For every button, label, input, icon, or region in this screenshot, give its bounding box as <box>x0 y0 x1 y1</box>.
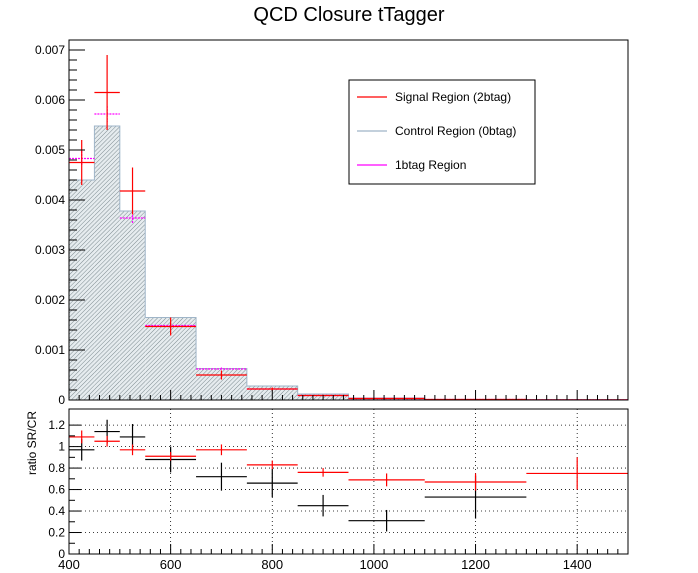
ratio-y-tick-label: 1 <box>58 440 65 454</box>
ratio-y-tick-label: 0 <box>58 547 65 561</box>
top-y-tick-label: 0.004 <box>35 193 65 207</box>
ratio-x-tick-label: 600 <box>160 557 182 572</box>
ratio-y-tick-label: 0.4 <box>48 504 65 518</box>
legend-label: 1btag Region <box>395 158 466 172</box>
ratio-pad-frame <box>68 408 629 555</box>
control-region-bar <box>94 126 120 400</box>
ratio-x-tick-label: 800 <box>261 557 283 572</box>
ratio-x-tick-label: 1200 <box>461 557 490 572</box>
top-y-tick-label: 0.001 <box>35 343 65 357</box>
ratio-y-tick-label: 1.2 <box>48 418 65 432</box>
top-y-tick-label: 0.003 <box>35 243 65 257</box>
legend-label: Control Region (0btag) <box>395 124 516 138</box>
control-region-bar <box>119 211 146 400</box>
ratio-y-tick-label: 0.8 <box>48 461 65 475</box>
top-y-tick-label: 0 <box>58 393 65 407</box>
ratio-y-axis-label: ratio SR/CR <box>25 411 39 475</box>
ratio-x-tick-label: 1000 <box>359 557 388 572</box>
legend-label: Signal Region (2btag) <box>395 90 511 104</box>
ratio-y-tick-label: 0.6 <box>48 483 65 497</box>
top-y-tick-label: 0.007 <box>35 43 65 57</box>
top-y-tick-label: 0.002 <box>35 293 65 307</box>
top-y-tick-label: 0.006 <box>35 93 65 107</box>
ratio-x-tick-label: 1400 <box>563 557 592 572</box>
ratio-x-tick-label: 400 <box>58 557 80 572</box>
chart-title: QCD Closure tTagger <box>253 4 445 26</box>
top-y-tick-label: 0.005 <box>35 143 65 157</box>
ratio-y-tick-label: 0.2 <box>48 526 65 540</box>
ratio-pad-background <box>69 409 628 554</box>
